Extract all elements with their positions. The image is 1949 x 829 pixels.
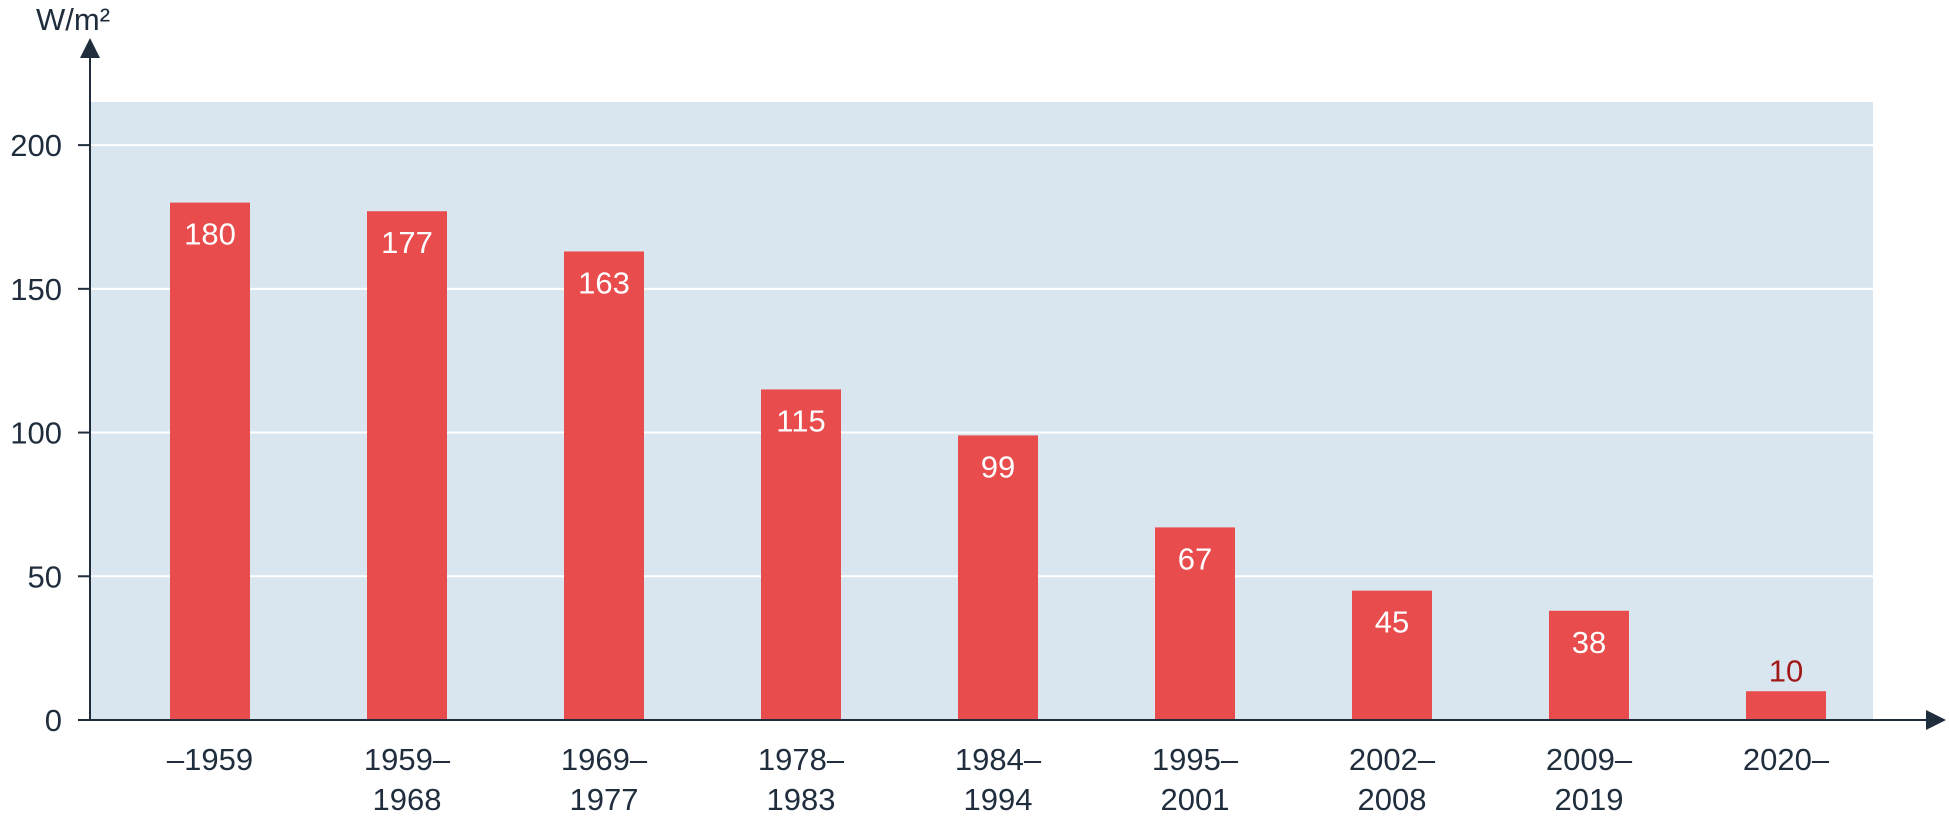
y-tick-label: 200 (10, 128, 62, 163)
x-category-label: 1968 (373, 782, 442, 817)
axes: W/m² (36, 2, 1946, 730)
x-category-label: 2009– (1546, 742, 1633, 777)
bar-value-label: 45 (1375, 605, 1409, 640)
y-tick-label: 100 (10, 416, 62, 451)
x-category-label: 2002– (1349, 742, 1436, 777)
y-tick-label: 150 (10, 272, 62, 307)
x-category-label: 2019 (1555, 782, 1624, 817)
bar (1155, 527, 1235, 720)
bar (958, 435, 1038, 720)
y-axis-arrow-icon (80, 38, 100, 58)
x-category-label: 1994 (964, 782, 1033, 817)
x-category-label: 1959– (364, 742, 451, 777)
bar (367, 211, 447, 720)
x-category-label: 1978– (758, 742, 845, 777)
bars (170, 202, 1826, 721)
y-tick-labels: 0 50 100 150 200 (10, 128, 90, 738)
bar-value-label: 163 (578, 265, 630, 300)
bar-value-label: 99 (981, 449, 1015, 484)
x-category-label: 1977 (570, 782, 639, 817)
bar (1352, 590, 1432, 720)
x-category-label: 1995– (1152, 742, 1239, 777)
bar-value-label: 115 (776, 403, 825, 438)
x-category-label: 1984– (955, 742, 1042, 777)
y-tick-label: 0 (45, 703, 62, 738)
x-axis-arrow-icon (1926, 710, 1946, 730)
y-axis-unit-label: W/m² (36, 2, 110, 37)
bar-value-label: 38 (1572, 625, 1606, 660)
bar-value-label: 10 (1769, 653, 1803, 688)
x-category-label: 2008 (1358, 782, 1427, 817)
x-category-label: 1983 (767, 782, 836, 817)
x-category-label: 2020– (1743, 742, 1830, 777)
bar (170, 202, 250, 721)
x-category-label: –1959 (167, 742, 253, 777)
bar-value-label: 177 (381, 225, 433, 260)
x-category-label: 1969– (561, 742, 648, 777)
bar (1746, 691, 1826, 720)
bar-value-label: 67 (1178, 541, 1212, 576)
bar (761, 389, 841, 720)
bar (564, 251, 644, 720)
x-category-labels: –1959 1959– 1968 1969– 1977 1978– 1983 1984– 199… (167, 742, 1830, 817)
bar (1549, 610, 1629, 720)
value-labels: 180 177 163 115 99 67 45 38 10 (184, 217, 1803, 689)
bar-value-label: 180 (184, 217, 236, 252)
y-tick-label: 50 (28, 559, 62, 594)
x-category-label: 2001 (1161, 782, 1230, 817)
